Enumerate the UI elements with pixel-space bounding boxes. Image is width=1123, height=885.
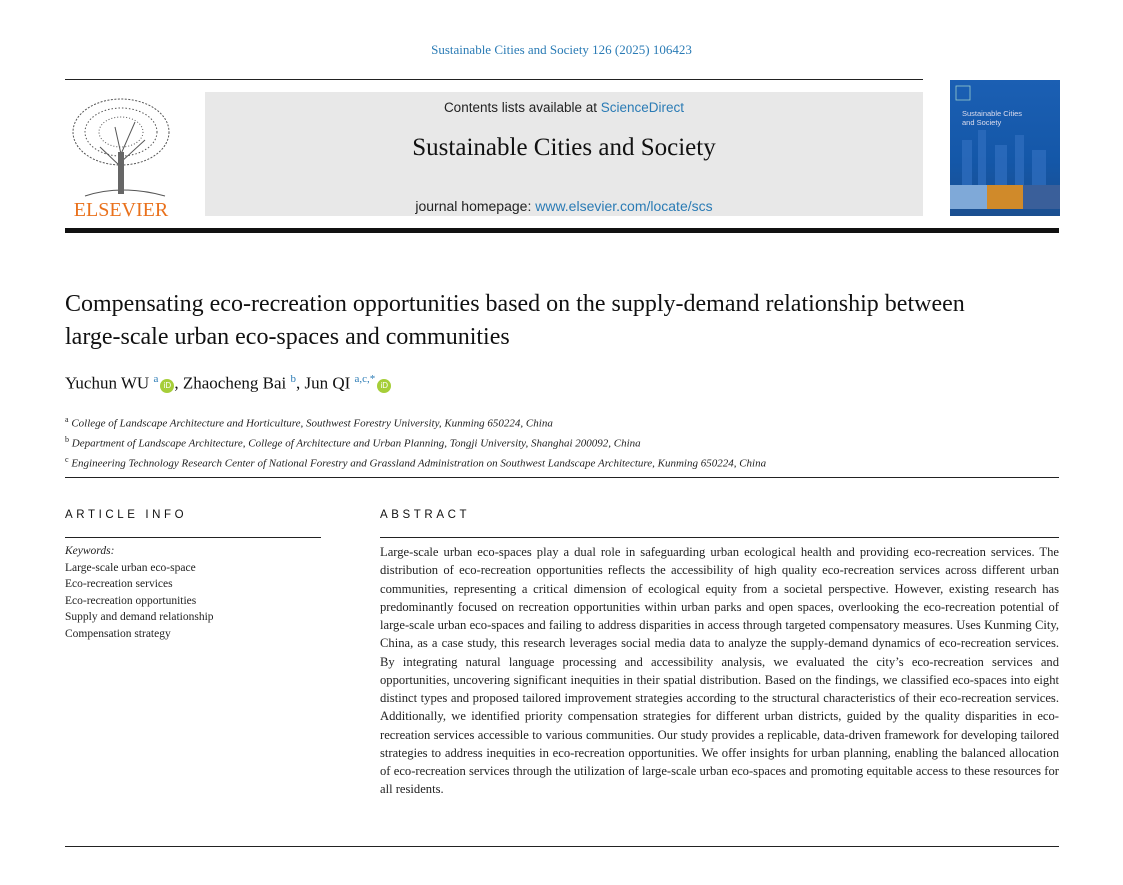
journal-cover-image[interactable]: Sustainable Cities and Society [950,80,1060,216]
orcid-icon[interactable]: iD [160,378,175,393]
divider [65,537,321,538]
affiliation-text: Engineering Technology Research Center o… [71,457,767,470]
abstract-text: Large-scale urban eco-spaces play a dual… [380,545,1059,797]
divider [65,477,1059,478]
affiliation-text: Department of Landscape Architecture, Co… [71,437,641,450]
sciencedirect-link[interactable]: ScienceDirect [600,100,685,115]
affiliations: a College of Landscape Architecture and … [65,412,766,472]
journal-citation-link[interactable]: Sustainable Cities and Society 126 (2025… [431,42,692,57]
svg-text:and Society: and Society [962,118,1001,127]
affiliation-text: College of Landscape Architecture and Ho… [71,417,553,430]
affiliation-key: c [65,455,69,465]
keywords-label: Keywords: [65,545,115,557]
article-title: Compensating eco-recreation opportunitie… [65,291,965,350]
affiliation-key: b [65,435,69,445]
keywords: Keywords: Large-scale urban eco-space Ec… [65,543,214,643]
keyword: Eco-recreation opportunities [65,594,197,607]
elsevier-logo[interactable]: ELSEVIER [65,92,178,221]
homepage-prefix: journal homepage: [415,198,536,214]
author-affiliation-ref[interactable]: a,c,* [354,373,376,385]
journal-banner: Contents lists available at ScienceDirec… [205,92,923,216]
author-affiliation-ref[interactable]: b [290,373,296,385]
author-affiliation-ref[interactable]: a [153,373,159,385]
keyword: Supply and demand relationship [65,611,214,624]
divider [65,846,1059,847]
keyword: Eco-recreation services [65,578,173,591]
homepage-link[interactable]: www.elsevier.com/locate/scs [535,198,713,214]
author-name[interactable]: Jun QI [304,373,351,393]
contents-line: Contents lists available at ScienceDirec… [205,100,923,115]
article-info-heading: ARTICLE INFO [65,509,188,521]
divider [380,537,1059,538]
author-name[interactable]: Yuchun WU [65,373,150,393]
keyword: Compensation strategy [65,627,171,640]
svg-text:Sustainable Cities: Sustainable Cities [962,109,1022,118]
orcid-icon[interactable]: iD [377,378,392,393]
affiliation: a College of Landscape Architecture and … [65,412,766,432]
affiliation: c Engineering Technology Research Center… [65,452,766,472]
affiliation: b Department of Landscape Architecture, … [65,432,766,452]
journal-title: Sustainable Cities and Society [412,134,716,161]
divider [65,228,1059,233]
homepage-line: journal homepage: www.elsevier.com/locat… [205,198,923,214]
divider [65,79,923,80]
elsevier-wordmark: ELSEVIER [74,199,169,220]
abstract-heading: ABSTRACT [380,509,471,521]
affiliation-key: a [65,415,69,424]
contents-prefix: Contents lists available at [443,100,601,115]
author-name[interactable]: Zhaocheng Bai [182,373,287,393]
keyword: Large-scale urban eco-space [65,561,196,574]
author-list: Yuchun WU aiD, Zhaocheng Bai b, Jun QI a… [65,373,392,394]
